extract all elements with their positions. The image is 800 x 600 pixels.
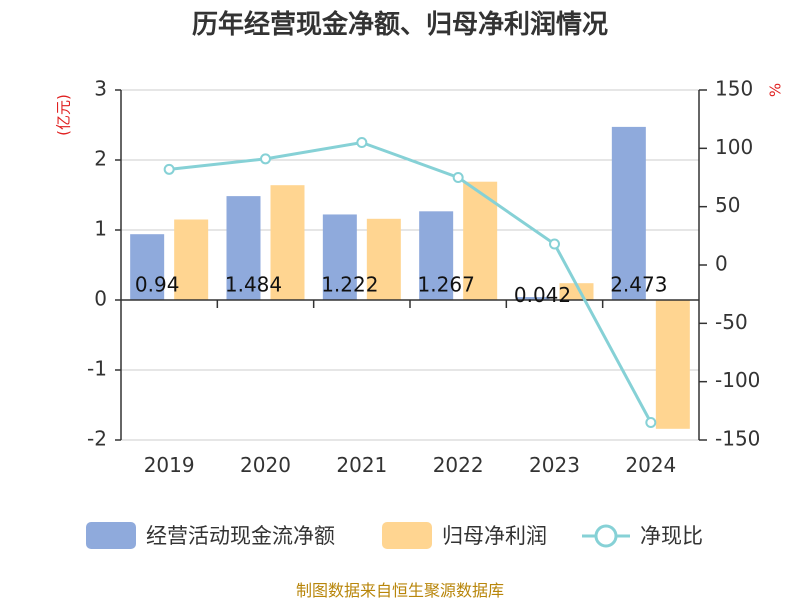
category-label: 2023 [529,453,580,477]
right-tick-label: -150 [715,427,760,451]
legend-swatch-cashflow [86,522,136,549]
cashflow-value-label: 1.222 [321,273,378,297]
left-axis-unit: (亿元) [55,94,73,136]
ratio-line [163,137,657,428]
ratio-polyline [169,140,653,424]
cashflow-bar [226,196,261,300]
right-tick-label: -100 [715,368,760,392]
right-tick-label: 100 [715,135,753,159]
cashflow-bar [130,234,165,300]
left-tick-label: 0 [94,287,107,311]
category-label: 2022 [433,453,484,477]
right-tick-label: 50 [715,193,740,217]
legend-label-ratio: 净现比 [640,524,703,548]
right-tick-label: -50 [715,310,748,334]
ratio-point [260,153,271,165]
right-axis-unit: % [767,83,785,97]
cashflow-bar [611,126,646,300]
chart-title: 历年经营现金净额、归母净利润情况 [192,9,608,40]
profit-bar [174,219,209,300]
source-note: 制图数据来自恒生聚源数据库 [296,581,504,600]
cashflow-bar [515,297,550,300]
legend-label-cashflow: 经营活动现金流净额 [146,524,335,548]
category-label: 2024 [625,453,676,477]
right-tick-label: 0 [715,252,728,276]
cashflow-value-label: 0.94 [135,273,180,297]
cashflow-value-label: 1.267 [418,273,475,297]
profit-bar [366,218,401,300]
data-labels: 0.94 1.484 1.222 1.267 0.042 2.473 [135,273,668,308]
left-tick-label: 3 [94,77,107,101]
axes: 3 2 1 0 -1 -2 150 100 50 0 -50 -100 -150 2019 2020 2021… [87,77,760,478]
profit-bar [559,283,594,300]
ratio-point [163,163,175,175]
ratio-point [645,417,657,428]
category-label: 2020 [240,453,291,477]
left-tick-label: -1 [87,357,107,381]
profit-bar [270,185,305,300]
cashflow-value-label: 0.042 [514,283,571,307]
bars [130,126,690,429]
legend-label-profit: 归母净利润 [442,524,547,548]
ratio-point [356,137,368,148]
profit-bar [655,300,690,429]
cashflow-bar [419,211,454,300]
cashflow-value-label: 1.484 [225,273,282,297]
gridlines [121,89,699,441]
legend: 经营活动现金流净额 归母净利润 净现比 [86,522,703,549]
category-label: 2019 [144,453,195,477]
left-tick-label: 1 [94,217,107,241]
left-tick-label: -2 [87,427,107,451]
ratio-point [452,172,464,183]
cashflow-value-label: 2.473 [610,273,667,297]
cashflow-bar [322,214,357,300]
legend-swatch-profit [382,522,432,549]
ratio-point [549,238,560,250]
left-tick-label: 2 [94,147,107,171]
right-tick-label: 150 [715,77,753,101]
legend-swatch-ratio-marker [594,524,618,548]
category-label: 2021 [336,453,387,477]
